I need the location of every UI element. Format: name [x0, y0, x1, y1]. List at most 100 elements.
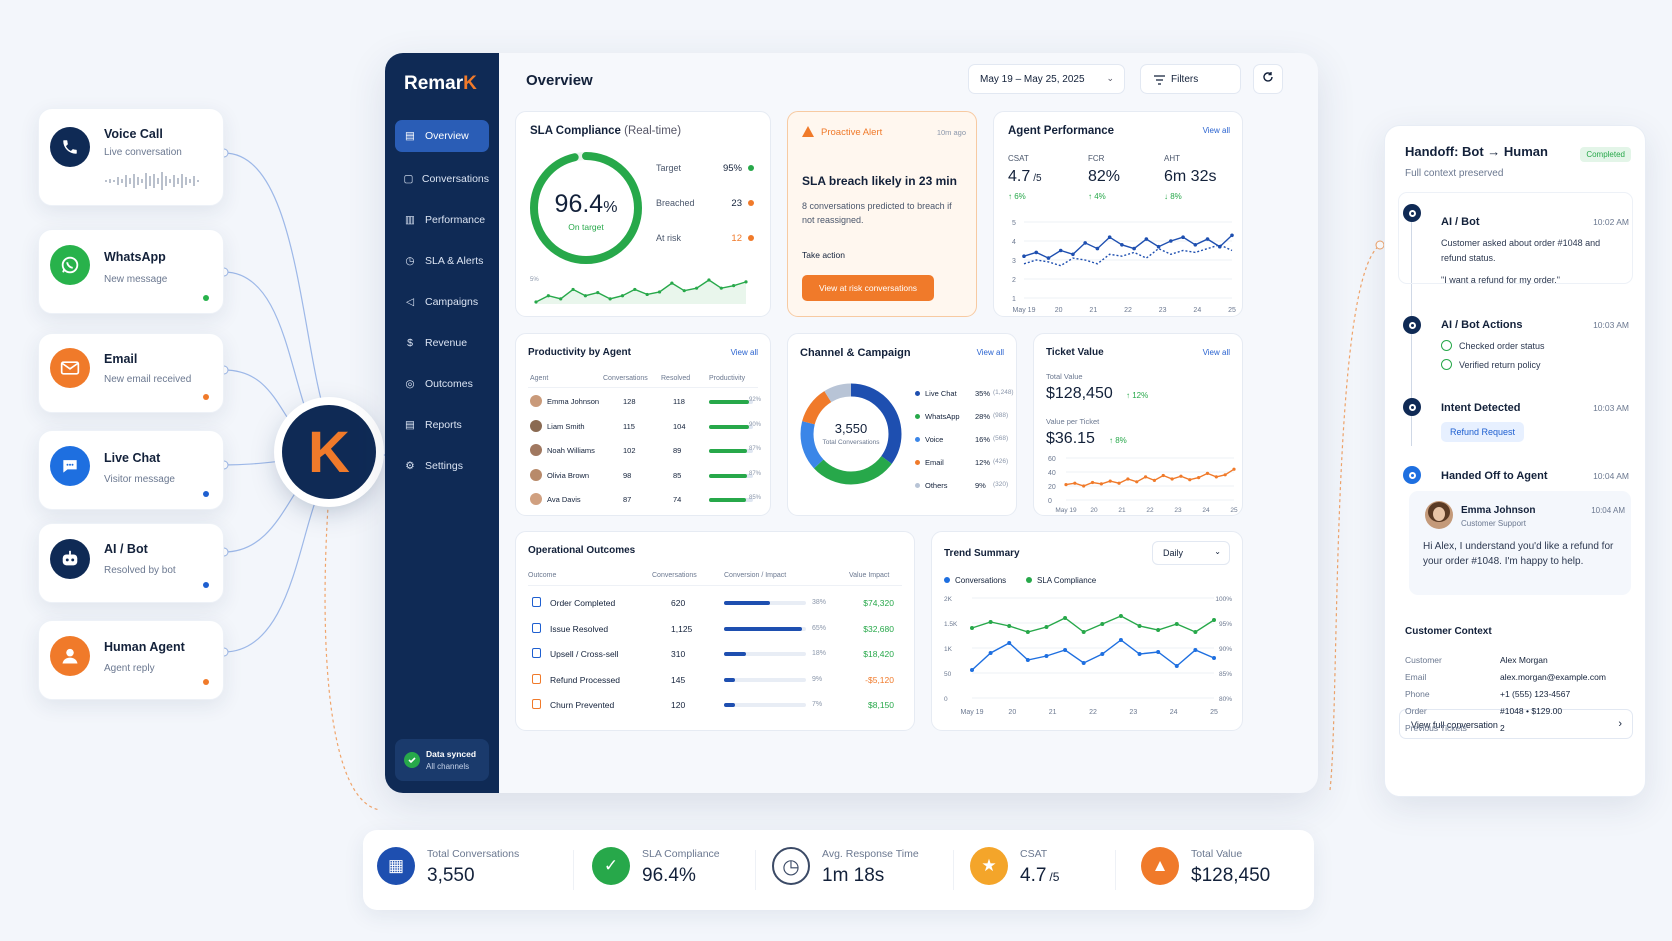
series-point	[1117, 481, 1121, 485]
nav-item-settings[interactable]: ⚙ Settings	[395, 450, 489, 482]
page-title: Overview	[526, 72, 593, 89]
channel-card-whatsapp[interactable]: WhatsApp New message	[38, 229, 224, 314]
take-action-label: Take action	[802, 250, 845, 260]
chart-up-icon: ▲	[1141, 847, 1179, 885]
event-time: 10:04 AM	[1593, 471, 1629, 481]
view-full-conversation-button[interactable]: View full conversation ›	[1399, 709, 1633, 739]
user-icon	[50, 636, 90, 676]
hub-letter: K	[308, 419, 350, 485]
channel-card-livechat[interactable]: Live Chat Visitor message	[38, 430, 224, 510]
y-tick-label: 2	[1012, 277, 1016, 284]
series-point	[1197, 476, 1201, 480]
mail-icon	[50, 348, 90, 388]
filters-button[interactable]: Filters	[1140, 64, 1241, 94]
view-at-risk-button[interactable]: View at risk conversations	[802, 275, 934, 301]
legend-swatch	[915, 437, 920, 442]
metric-value: 6m 32s	[1164, 168, 1219, 186]
sparkline-point	[657, 290, 662, 294]
series-point	[1044, 625, 1049, 629]
series-point	[1144, 237, 1149, 241]
chat-icon	[50, 446, 90, 486]
nav-item-campaigns[interactable]: ◁ Campaigns	[395, 286, 489, 318]
series-line	[971, 615, 1215, 633]
productivity-bar-fill	[709, 473, 748, 478]
channel-card-bot[interactable]: AI / Bot Resolved by bot	[38, 523, 224, 603]
sla-row-value: 95%	[722, 163, 742, 174]
series-point	[1161, 473, 1165, 478]
avatar	[1425, 501, 1453, 529]
nav-item-outcomes[interactable]: ◎ Outcomes	[395, 368, 489, 400]
sla-unit: %	[603, 199, 618, 216]
nav-item-sla-alerts[interactable]: ◷ SLA & Alerts	[395, 245, 489, 277]
channel-card-voice[interactable]: Voice Call Live conversation	[38, 108, 224, 206]
kpi-value: $128,450	[1191, 865, 1273, 887]
nav-label: Reports	[425, 419, 462, 431]
avatar	[530, 493, 542, 505]
filters-label: Filters	[1171, 74, 1199, 85]
status-dot	[203, 679, 209, 685]
channel-status: Agent reply	[104, 663, 155, 674]
y-tick-label: 40	[1048, 470, 1056, 477]
sla-row-label: At risk	[656, 233, 682, 243]
value-impact: $32,680	[863, 623, 894, 634]
warning-icon	[802, 126, 814, 137]
status-dot	[203, 582, 209, 588]
nav-item-reports[interactable]: ▤ Reports	[395, 409, 489, 441]
outcome-icon	[532, 622, 541, 633]
nav-item-overview[interactable]: ▤ Overview	[395, 120, 489, 152]
overview-icon: ▤	[405, 130, 415, 142]
y-tick-label: 1	[1012, 296, 1016, 303]
conversations-cell: 310	[671, 649, 686, 659]
action-text: Checked order status	[1459, 341, 1545, 351]
context-value: Alex Morgan	[1500, 655, 1548, 665]
channel-status: New message	[104, 274, 168, 285]
conversion-bar-fill	[724, 652, 746, 656]
chevron-down-icon: ⌄	[1106, 73, 1114, 83]
period-select[interactable]: Daily ⌄	[1152, 541, 1230, 565]
channel-card-human[interactable]: Human Agent Agent reply	[38, 620, 224, 700]
y-tick-label-left: 2K	[944, 596, 953, 603]
date-range-select[interactable]: May 19 – May 25, 2025 ⌄	[968, 64, 1125, 94]
event-label: Intent Detected	[1441, 402, 1521, 414]
filter-icon	[1154, 75, 1165, 88]
agent-name: Liam Smith	[547, 421, 585, 431]
sparkline-point	[707, 278, 711, 282]
agent-performance-panel: Agent Performance View all 5 4 3 2 1 May 19 20…	[993, 111, 1243, 317]
resolved-cell: 74	[673, 495, 682, 504]
agent-message: Hi Alex, I understand you'd like a refun…	[1423, 541, 1614, 567]
nav-item-conversations[interactable]: ▢ Conversations	[395, 163, 489, 195]
series-point	[1223, 473, 1227, 477]
event-label: AI / Bot Actions	[1441, 319, 1523, 331]
alert-label: Proactive Alert	[821, 127, 883, 138]
productivity-bar	[709, 400, 753, 404]
channel-card-email[interactable]: Email New email received	[38, 333, 224, 413]
refresh-button[interactable]	[1253, 64, 1283, 94]
resolved-cell: 85	[673, 470, 682, 480]
channel-title: Voice Call	[104, 127, 163, 141]
kpi-label: CSAT	[1020, 848, 1048, 860]
context-value: #1048 • $129.00	[1500, 706, 1563, 716]
operational-outcomes-panel: Operational Outcomes Outcome Conversation…	[515, 531, 915, 731]
view-all-link[interactable]: View all	[1202, 126, 1230, 135]
nav-label: Conversations	[421, 173, 489, 185]
series-point	[1137, 624, 1142, 628]
x-tick-label: 22	[1089, 709, 1097, 716]
sla-row-label: Target	[656, 163, 682, 173]
column-header: Conversations	[603, 375, 648, 382]
view-all-link[interactable]: View all	[1202, 348, 1230, 357]
performance-icon: ▥	[405, 214, 415, 226]
panel-title: Operational Outcomes	[528, 545, 636, 556]
nav-item-revenue[interactable]: $ Revenue	[395, 327, 489, 359]
series-point	[1205, 471, 1210, 475]
sparkline-point	[534, 300, 538, 304]
legend-swatch	[944, 577, 950, 583]
legend-swatch	[915, 391, 920, 396]
series-point	[1107, 235, 1112, 239]
series-point	[1095, 246, 1100, 251]
nav-label: Performance	[425, 214, 486, 226]
view-all-link[interactable]: View all	[730, 348, 758, 357]
view-all-link[interactable]: View all	[976, 348, 1004, 357]
nav-item-performance[interactable]: ▥ Performance	[395, 204, 489, 236]
x-tick-label: 20	[1055, 307, 1063, 314]
x-tick-label: 25	[1230, 507, 1238, 514]
